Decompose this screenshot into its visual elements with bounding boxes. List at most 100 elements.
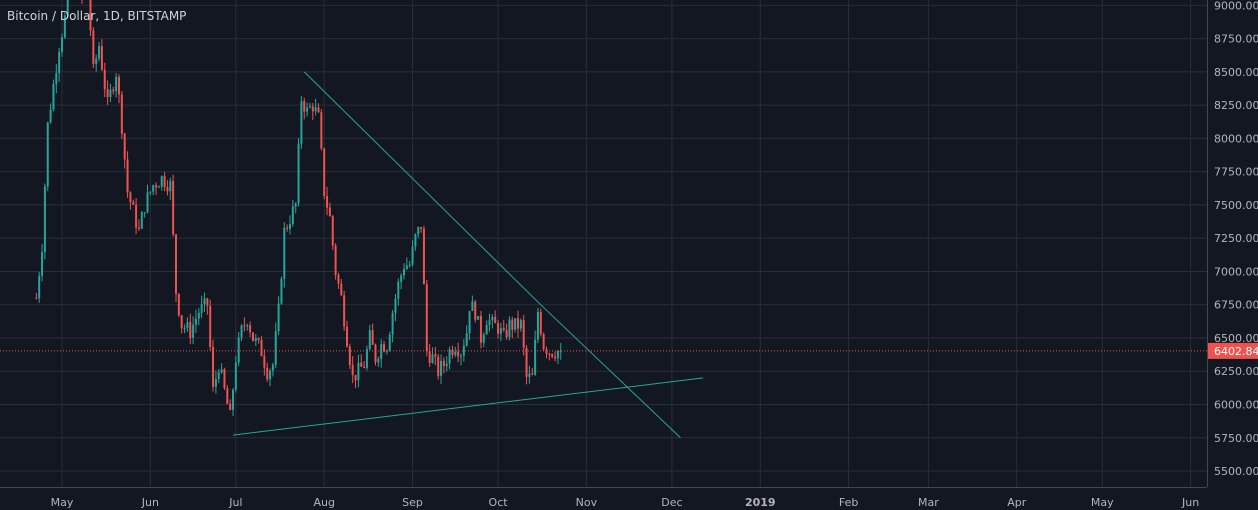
candle bbox=[354, 374, 357, 389]
x-tick-label: May bbox=[1091, 496, 1114, 509]
candle bbox=[494, 310, 497, 324]
candle bbox=[317, 103, 320, 113]
candle-body bbox=[155, 185, 158, 188]
candle bbox=[334, 243, 337, 280]
last-price-label: 6402.84 bbox=[1214, 345, 1258, 358]
candle-body bbox=[269, 370, 272, 380]
candle-body bbox=[428, 351, 431, 363]
candle bbox=[363, 360, 366, 369]
candle bbox=[351, 356, 354, 384]
candle bbox=[311, 103, 314, 120]
candle bbox=[180, 314, 183, 334]
y-tick-label: 6000.00 bbox=[1214, 399, 1258, 412]
candle bbox=[499, 322, 502, 341]
candle-body bbox=[454, 351, 457, 356]
candle-body bbox=[209, 305, 212, 348]
candle bbox=[517, 310, 519, 338]
candle bbox=[220, 363, 223, 374]
candle bbox=[283, 222, 286, 288]
y-tick-label: 8000.00 bbox=[1214, 132, 1258, 145]
candle-body bbox=[462, 345, 465, 356]
candle-body bbox=[214, 378, 217, 387]
candle-body bbox=[263, 356, 266, 368]
candle-body bbox=[240, 325, 243, 338]
candle bbox=[89, 0, 92, 37]
candle-body bbox=[471, 301, 474, 312]
symbol-title: Bitcoin / Dollar, 1D, BITSTAMP bbox=[7, 9, 187, 23]
candle bbox=[346, 320, 348, 348]
candle-body bbox=[559, 350, 562, 352]
candle-body bbox=[320, 112, 323, 149]
candle-body bbox=[445, 363, 448, 367]
candle-body bbox=[383, 344, 386, 352]
x-tick-label: Jun bbox=[1181, 496, 1199, 509]
candle-body bbox=[491, 316, 494, 321]
candle-body bbox=[271, 364, 274, 371]
candle-body bbox=[323, 148, 326, 197]
candle-body bbox=[172, 180, 175, 235]
candle-body bbox=[157, 186, 160, 188]
candle-body bbox=[422, 228, 425, 285]
candle-body bbox=[385, 350, 388, 352]
candle-body bbox=[249, 325, 252, 333]
candle-body bbox=[528, 373, 531, 377]
candle-body bbox=[226, 388, 229, 405]
candle-body bbox=[377, 358, 380, 363]
candle bbox=[388, 331, 391, 352]
candle bbox=[417, 226, 420, 238]
candle bbox=[348, 343, 351, 370]
candle-body bbox=[548, 353, 551, 355]
x-tick-label: Nov bbox=[576, 496, 598, 509]
candle-body bbox=[457, 351, 460, 357]
candle bbox=[377, 356, 380, 367]
candle-body bbox=[100, 46, 103, 70]
candle-body bbox=[400, 275, 403, 282]
candle bbox=[508, 316, 511, 341]
candle-body bbox=[140, 212, 143, 229]
candle bbox=[137, 219, 140, 231]
candle bbox=[448, 346, 451, 370]
candle-body bbox=[38, 275, 41, 299]
candle bbox=[254, 333, 257, 347]
candle bbox=[391, 309, 394, 343]
candle bbox=[308, 102, 311, 109]
candle bbox=[240, 323, 243, 341]
candle-body bbox=[246, 325, 249, 327]
candle-body bbox=[420, 227, 423, 229]
candle bbox=[217, 368, 220, 384]
candle-body bbox=[192, 324, 195, 338]
candle-body bbox=[146, 192, 149, 213]
candle-body bbox=[35, 298, 38, 300]
candle-body bbox=[482, 334, 485, 343]
candle-body bbox=[505, 329, 508, 337]
candle-body bbox=[143, 212, 146, 214]
candle bbox=[505, 323, 508, 340]
candle bbox=[203, 292, 206, 312]
candle-body bbox=[217, 372, 220, 379]
candle bbox=[485, 320, 488, 335]
candle bbox=[328, 202, 331, 217]
candle-body bbox=[109, 89, 112, 98]
candle-body bbox=[206, 298, 209, 306]
candle-body bbox=[203, 298, 206, 305]
candle-body bbox=[554, 356, 557, 359]
candle-body bbox=[357, 362, 360, 381]
candle-body bbox=[346, 326, 348, 347]
candle bbox=[519, 318, 522, 332]
candle bbox=[462, 339, 465, 362]
candle bbox=[442, 357, 445, 374]
candle bbox=[371, 323, 374, 345]
candle bbox=[43, 183, 46, 260]
x-tick-label: May bbox=[51, 496, 74, 509]
y-tick-label: 5500.00 bbox=[1214, 465, 1258, 478]
candle bbox=[118, 74, 120, 104]
candle bbox=[103, 62, 106, 98]
candle-body bbox=[49, 109, 52, 123]
candle-body bbox=[556, 350, 559, 359]
candle-body bbox=[200, 304, 203, 313]
candle bbox=[360, 354, 363, 367]
candle-body bbox=[525, 347, 528, 377]
candle bbox=[474, 299, 477, 323]
